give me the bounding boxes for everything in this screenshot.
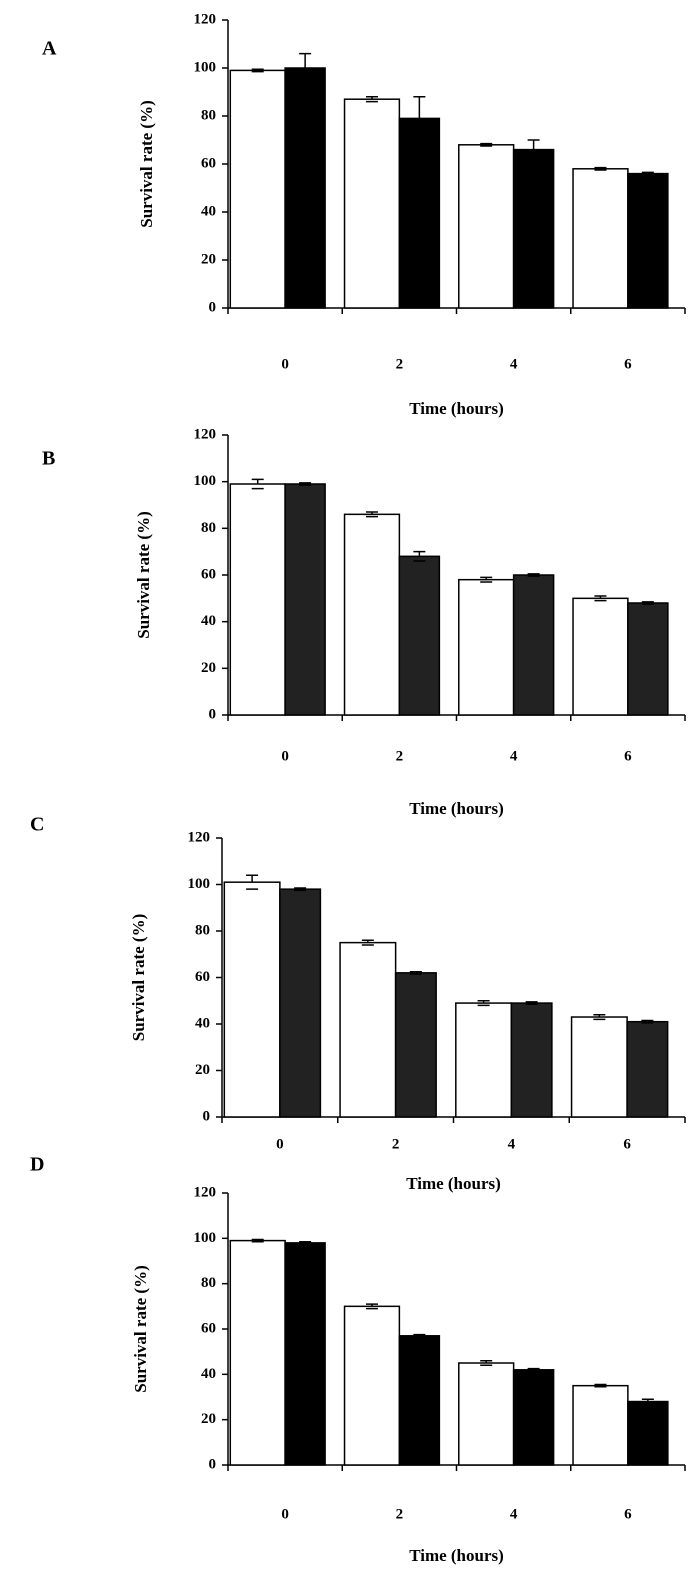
y-tick-label: 20 — [195, 1062, 210, 1078]
y-tick-label: 0 — [203, 1108, 211, 1124]
y-tick-label: 60 — [195, 969, 210, 985]
bar — [230, 70, 285, 308]
panel-label: A — [42, 38, 57, 60]
panel-label: D — [30, 1154, 44, 1176]
y-tick-label: 40 — [195, 1015, 210, 1031]
bar — [573, 169, 628, 308]
bar — [399, 1336, 439, 1465]
bar — [224, 882, 280, 1117]
y-tick-label: 120 — [194, 11, 217, 27]
y-axis-title: Survival rate (%) — [134, 511, 153, 638]
bar — [628, 603, 668, 715]
bar — [230, 484, 285, 715]
x-tick-label: 4 — [510, 748, 518, 764]
panel-label: C — [30, 814, 44, 836]
y-tick-label: 60 — [201, 155, 216, 171]
x-tick-label: 0 — [276, 1136, 284, 1152]
y-axis-title: Survival rate (%) — [137, 100, 156, 227]
y-tick-label: 100 — [188, 876, 211, 892]
y-tick-label: 120 — [188, 829, 211, 845]
bar — [345, 99, 400, 308]
y-tick-label: 80 — [201, 520, 216, 536]
x-axis-title: Time (hours) — [406, 1174, 501, 1193]
x-tick-label: 4 — [510, 356, 518, 372]
y-tick-label: 80 — [201, 1275, 216, 1291]
bar — [573, 598, 628, 715]
x-axis-title: Time (hours) — [409, 1546, 504, 1565]
bar — [285, 484, 325, 715]
bar — [573, 1386, 628, 1465]
y-tick-label: 20 — [201, 660, 216, 676]
y-axis-title: Survival rate (%) — [129, 914, 148, 1041]
x-tick-label: 0 — [281, 356, 289, 372]
x-tick-label: 2 — [392, 1136, 400, 1152]
x-tick-label: 6 — [623, 1136, 631, 1152]
bar — [285, 1243, 325, 1465]
x-tick-label: 0 — [281, 1506, 289, 1522]
bar — [459, 580, 514, 715]
bar — [514, 575, 554, 715]
y-tick-label: 80 — [201, 107, 216, 123]
bar — [514, 1370, 554, 1465]
x-tick-label: 4 — [508, 1136, 516, 1152]
x-tick-label: 6 — [624, 1506, 632, 1522]
x-tick-label: 0 — [281, 748, 289, 764]
bar — [456, 1003, 512, 1117]
y-tick-label: 60 — [201, 1320, 216, 1336]
bar — [230, 1241, 285, 1465]
y-tick-label: 100 — [194, 1230, 217, 1246]
page: ASurvival rate (%)Time (hours)0204060801… — [0, 0, 697, 1584]
bar — [459, 1363, 514, 1465]
y-tick-label: 40 — [201, 1366, 216, 1382]
bar — [345, 1306, 400, 1465]
bar — [399, 118, 439, 308]
x-tick-label: 6 — [624, 356, 632, 372]
y-tick-label: 120 — [194, 426, 217, 442]
x-tick-label: 2 — [396, 356, 404, 372]
y-tick-label: 20 — [201, 1411, 216, 1427]
x-tick-label: 2 — [396, 748, 404, 764]
bar — [340, 943, 396, 1117]
panel-label: B — [42, 448, 55, 470]
x-tick-label: 2 — [396, 1506, 404, 1522]
y-tick-label: 100 — [194, 59, 217, 75]
bar — [514, 150, 554, 308]
y-tick-label: 0 — [209, 299, 217, 315]
y-tick-label: 80 — [195, 922, 210, 938]
y-tick-label: 0 — [209, 1456, 217, 1472]
y-tick-label: 0 — [209, 706, 217, 722]
y-tick-label: 100 — [194, 473, 217, 489]
bar — [459, 145, 514, 308]
x-axis-title: Time (hours) — [409, 799, 504, 818]
y-tick-label: 40 — [201, 203, 216, 219]
bar — [511, 1003, 552, 1117]
bar — [627, 1022, 668, 1117]
y-tick-label: 120 — [194, 1184, 217, 1200]
x-tick-label: 4 — [510, 1506, 518, 1522]
bar — [628, 1402, 668, 1465]
y-axis-title: Survival rate (%) — [131, 1265, 150, 1392]
y-tick-label: 60 — [201, 566, 216, 582]
y-tick-label: 20 — [201, 251, 216, 267]
bar — [572, 1017, 628, 1117]
bar — [345, 514, 400, 715]
bar — [628, 174, 668, 308]
bar — [285, 68, 325, 308]
bar — [399, 556, 439, 715]
bar — [396, 973, 437, 1117]
x-axis-title: Time (hours) — [409, 399, 504, 418]
y-tick-label: 40 — [201, 613, 216, 629]
x-tick-label: 6 — [624, 748, 632, 764]
figure: ASurvival rate (%)Time (hours)0204060801… — [0, 0, 697, 1584]
bar — [280, 889, 321, 1117]
